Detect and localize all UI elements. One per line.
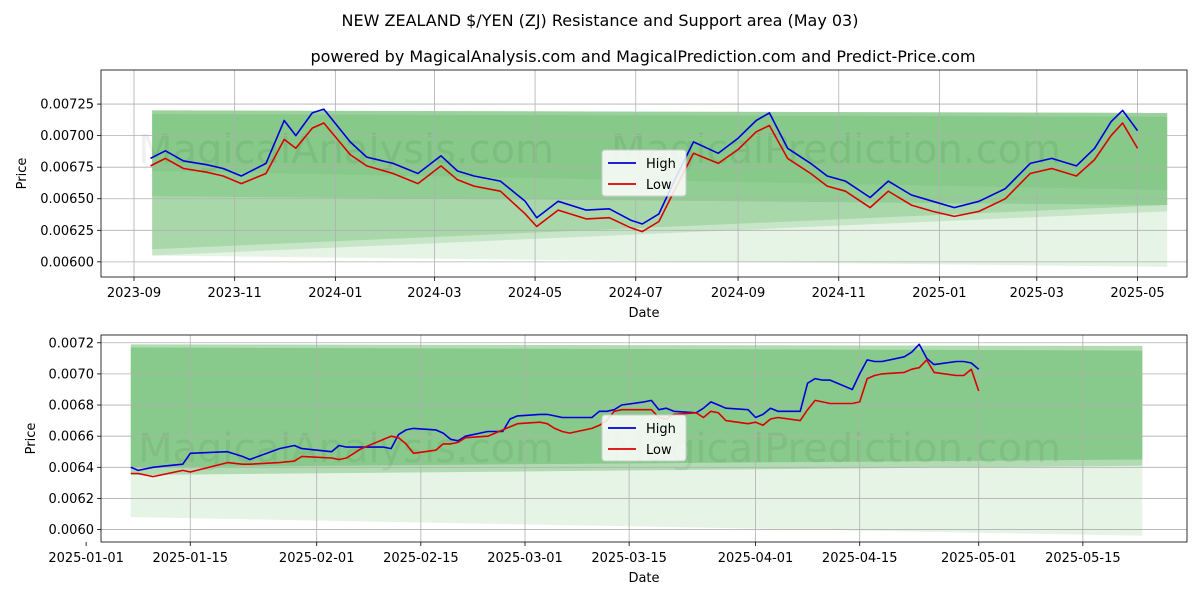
x-tick-label: 2023-09 xyxy=(107,286,161,301)
x-tick-label: 2025-01-01 xyxy=(48,551,124,566)
x-axis-label: Date xyxy=(628,571,659,586)
x-tick-label: 2025-05-01 xyxy=(941,551,1017,566)
x-tick-label: 2025-02-01 xyxy=(279,551,355,566)
legend-label-high: High xyxy=(646,157,676,172)
x-tick-label: 2024-05 xyxy=(508,286,562,301)
legend-label-low: Low xyxy=(646,443,672,458)
series-line-high xyxy=(150,108,1139,225)
bottom-panel: MagicalAnalysis.com MagicalPrediction.com… xyxy=(24,334,1188,586)
y-tick-label: 0.0060 xyxy=(49,523,95,538)
x-tick-label: 2025-01 xyxy=(912,286,966,301)
x-tick-label: 2025-03 xyxy=(1010,286,1064,301)
x-tick-label: 2024-11 xyxy=(812,286,866,301)
x-tick-label: 2024-09 xyxy=(711,286,765,301)
legend: High Low xyxy=(601,149,687,197)
x-tick-label: 2024-03 xyxy=(407,286,461,301)
x-axis-label: Date xyxy=(628,306,659,321)
x-tick-label: 2025-04-15 xyxy=(822,551,898,566)
y-tick-label: 0.0062 xyxy=(49,492,95,507)
x-tick-label: 2025-05-15 xyxy=(1045,551,1121,566)
legend-label-low: Low xyxy=(646,178,672,193)
chart-subtitle: powered by MagicalAnalysis.com and Magic… xyxy=(310,47,975,66)
series-line-low xyxy=(150,122,1139,233)
series-line-low xyxy=(130,359,980,478)
y-axis-label: Price xyxy=(15,158,30,190)
y-tick-label: 0.00725 xyxy=(40,98,94,113)
y-tick-label: 0.0064 xyxy=(49,461,95,476)
x-tick-label: 2023-11 xyxy=(208,286,262,301)
y-tick-label: 0.00625 xyxy=(40,224,94,239)
x-tick-label: 2025-03-15 xyxy=(591,551,667,566)
x-tick-label: 2024-01 xyxy=(308,286,362,301)
plot-frame xyxy=(100,69,1188,278)
y-tick-label: 0.0068 xyxy=(49,399,95,414)
legend: High Low xyxy=(601,414,687,462)
watermark-text: MagicalAnalysis.com xyxy=(138,426,554,472)
y-tick-label: 0.00700 xyxy=(40,129,94,144)
x-tick-label: 2025-05 xyxy=(1110,286,1164,301)
y-tick-label: 0.00600 xyxy=(40,255,94,270)
x-tick-label: 2025-01-15 xyxy=(152,551,228,566)
y-axis-label: Price xyxy=(24,423,39,455)
y-tick-label: 0.00650 xyxy=(40,192,94,207)
plot-frame xyxy=(100,334,1188,543)
x-tick-label: 2025-03-01 xyxy=(487,551,563,566)
legend-label-high: High xyxy=(646,422,676,437)
y-tick-label: 0.00675 xyxy=(40,161,94,176)
x-tick-label: 2024-07 xyxy=(609,286,663,301)
y-tick-label: 0.0072 xyxy=(49,336,95,351)
y-tick-label: 0.0066 xyxy=(49,430,95,445)
x-tick-label: 2025-04-01 xyxy=(718,551,794,566)
y-tick-label: 0.0070 xyxy=(49,367,95,382)
series-line-high xyxy=(130,343,980,472)
top-panel: MagicalAnalysis.com MagicalPrediction.com… xyxy=(15,69,1188,321)
chart-title: NEW ZEALAND $/YEN (ZJ) Resistance and Su… xyxy=(342,11,859,30)
x-tick-label: 2025-02-15 xyxy=(383,551,459,566)
resistance-support-band-2 xyxy=(130,347,1143,468)
